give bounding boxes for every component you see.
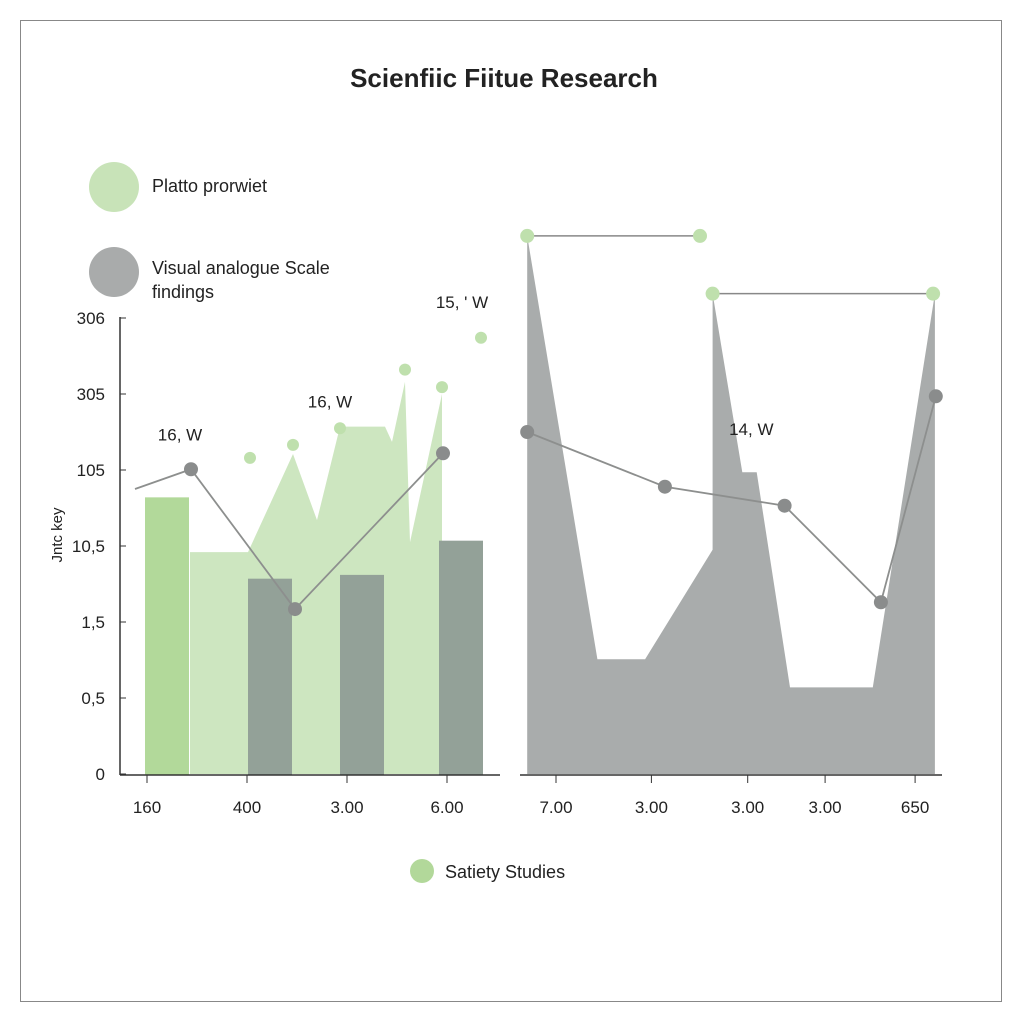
x-tick-label: 6.00 (430, 798, 463, 817)
gray-line-marker (436, 446, 450, 461)
gray-line-marker (520, 425, 535, 439)
x-tick-label: 3.00 (809, 798, 842, 817)
green-dot (520, 228, 535, 243)
gray-line-marker (873, 595, 888, 610)
green-dot (244, 451, 256, 464)
plot-area: 0 0,5 1,5 10,5 105 305 306 16, W 16, W 15, ' W 160… (72, 228, 943, 817)
bar (248, 578, 292, 775)
y-tick-label: 105 (77, 461, 105, 480)
green-dot (399, 363, 411, 376)
legend-label-2b: findings (152, 282, 214, 302)
y-tick-label: 1,5 (81, 613, 105, 632)
bar (145, 497, 189, 775)
legend-label-2: Visual analogue Scale (152, 258, 330, 278)
bar (439, 540, 483, 775)
gray-area (527, 235, 935, 775)
bar (340, 574, 384, 775)
gray-line-marker (288, 602, 302, 617)
legend-label-1: Platto prorwiet (152, 176, 267, 196)
annotation-label: 14, W (729, 420, 773, 439)
x-tick-label: 650 (901, 798, 929, 817)
gray-line-marker (928, 389, 943, 404)
bottom-legend-label: Satiety Studies (445, 862, 565, 882)
annotation-label: 15, ' W (436, 293, 488, 312)
green-dot (693, 228, 707, 243)
legend-marker-gray (89, 247, 139, 297)
gray-line-marker (657, 479, 672, 494)
green-dot (436, 381, 448, 394)
green-dot (287, 438, 299, 451)
annotation-label: 16, W (158, 425, 202, 444)
bottom-legend-marker (410, 859, 434, 883)
x-tick-label: 3.00 (635, 798, 668, 817)
gray-line-marker (184, 462, 198, 477)
annotation-label: 16, W (308, 393, 352, 412)
chart-title: Scienfiic Fiitue Research (350, 63, 658, 93)
x-tick-label: 7.00 (539, 798, 572, 817)
x-tick-label: 160 (133, 798, 161, 817)
y-tick-label: 0 (96, 765, 105, 784)
green-dot (926, 286, 941, 301)
x-tick-label: 3.00 (731, 798, 764, 817)
x-tick-label: 3.00 (330, 798, 363, 817)
y-axis-label: Jntc key (49, 507, 66, 563)
y-tick-label: 305 (77, 385, 105, 404)
y-tick-label: 306 (77, 309, 105, 328)
green-dot (334, 422, 346, 435)
gray-line-marker (777, 498, 792, 513)
x-tick-label: 400 (233, 798, 261, 817)
y-tick-label: 10,5 (72, 537, 105, 556)
green-dot (705, 286, 720, 301)
green-dot (475, 331, 487, 344)
y-tick-label: 0,5 (81, 689, 105, 708)
chart-frame (20, 20, 1002, 1002)
legend-marker-green (89, 162, 139, 212)
gray-line (134, 452, 444, 611)
green-area (190, 381, 442, 774)
